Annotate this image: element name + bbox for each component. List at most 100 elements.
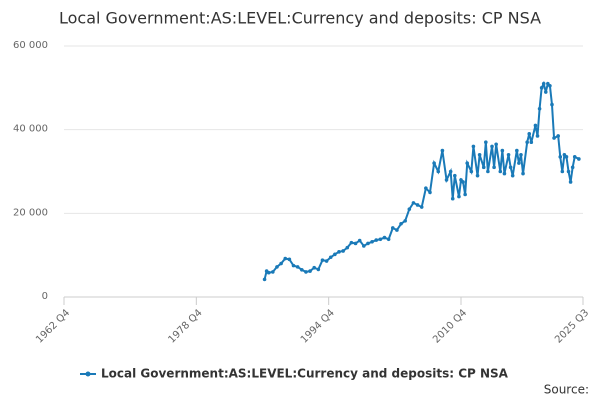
point bbox=[271, 270, 275, 274]
point bbox=[560, 169, 565, 174]
point bbox=[481, 165, 486, 170]
point bbox=[403, 219, 407, 223]
point bbox=[568, 180, 573, 184]
x-tick-label: 1994 Q4 bbox=[299, 307, 337, 345]
point bbox=[444, 178, 449, 182]
point bbox=[341, 249, 345, 253]
point bbox=[486, 169, 490, 174]
point bbox=[370, 239, 374, 244]
point bbox=[570, 165, 575, 170]
point bbox=[490, 144, 494, 149]
point bbox=[533, 123, 538, 128]
point bbox=[457, 194, 461, 199]
point bbox=[291, 263, 296, 268]
point bbox=[287, 257, 292, 262]
point bbox=[399, 221, 403, 226]
point bbox=[461, 180, 465, 184]
point bbox=[415, 203, 420, 207]
point bbox=[386, 237, 391, 242]
y-tick-label: 20 000 bbox=[13, 207, 48, 218]
point bbox=[436, 169, 441, 174]
point bbox=[324, 259, 329, 263]
point bbox=[465, 161, 470, 165]
y-tick-label: 0 bbox=[42, 291, 48, 302]
point bbox=[349, 240, 354, 245]
point bbox=[353, 241, 358, 246]
point bbox=[333, 252, 337, 257]
point bbox=[508, 165, 513, 170]
point bbox=[471, 144, 476, 149]
point bbox=[510, 173, 515, 178]
x-tick-label: 2010 Q4 bbox=[431, 307, 469, 345]
point bbox=[515, 148, 519, 153]
point bbox=[407, 207, 412, 211]
point bbox=[328, 255, 333, 260]
point bbox=[556, 134, 560, 138]
point bbox=[548, 83, 552, 88]
point bbox=[345, 245, 350, 250]
point bbox=[390, 226, 395, 230]
point bbox=[543, 90, 548, 94]
y-tick-label: 40 000 bbox=[13, 124, 48, 135]
point bbox=[477, 152, 482, 157]
point bbox=[492, 165, 496, 170]
point bbox=[498, 169, 503, 174]
point bbox=[362, 244, 366, 248]
point bbox=[502, 171, 507, 176]
x-tick-label: 1978 Q4 bbox=[166, 307, 204, 345]
point bbox=[463, 192, 467, 197]
point bbox=[275, 265, 279, 269]
point bbox=[299, 268, 304, 272]
point bbox=[279, 261, 283, 266]
point bbox=[566, 169, 571, 174]
point bbox=[521, 171, 525, 176]
point bbox=[424, 186, 428, 191]
point bbox=[448, 169, 453, 174]
point bbox=[537, 106, 542, 111]
point bbox=[308, 269, 312, 273]
point bbox=[552, 136, 556, 140]
point bbox=[529, 140, 534, 145]
point bbox=[304, 270, 308, 274]
point bbox=[577, 157, 581, 161]
point bbox=[475, 173, 480, 178]
x-tick-label: 2025 Q3 bbox=[553, 307, 591, 345]
point bbox=[494, 142, 498, 147]
point bbox=[539, 86, 544, 90]
point bbox=[312, 265, 316, 270]
point bbox=[558, 155, 563, 159]
point bbox=[469, 169, 474, 174]
legend-marker bbox=[85, 371, 91, 377]
point bbox=[295, 265, 300, 269]
source: Source: bbox=[544, 383, 589, 397]
point bbox=[453, 173, 457, 178]
point bbox=[450, 196, 455, 201]
legend-label: Local Government:AS:LEVEL:Currency and d… bbox=[101, 367, 509, 381]
point bbox=[374, 238, 379, 242]
point bbox=[525, 140, 529, 145]
point bbox=[419, 205, 424, 209]
point bbox=[262, 277, 267, 282]
point bbox=[357, 238, 362, 243]
point bbox=[337, 250, 341, 254]
point bbox=[283, 256, 288, 261]
point bbox=[519, 152, 523, 157]
point bbox=[432, 161, 436, 165]
point bbox=[411, 201, 416, 205]
point bbox=[320, 258, 325, 262]
x-tick-label: 1962 Q4 bbox=[34, 307, 72, 345]
point bbox=[440, 148, 445, 153]
point bbox=[266, 270, 271, 275]
point bbox=[564, 155, 569, 159]
point bbox=[395, 228, 399, 232]
point bbox=[366, 241, 370, 246]
point bbox=[428, 190, 432, 195]
point bbox=[484, 140, 488, 145]
point bbox=[572, 155, 577, 159]
point bbox=[535, 134, 540, 138]
point bbox=[517, 161, 521, 165]
point bbox=[527, 132, 532, 136]
point bbox=[550, 102, 554, 107]
point bbox=[382, 235, 387, 240]
